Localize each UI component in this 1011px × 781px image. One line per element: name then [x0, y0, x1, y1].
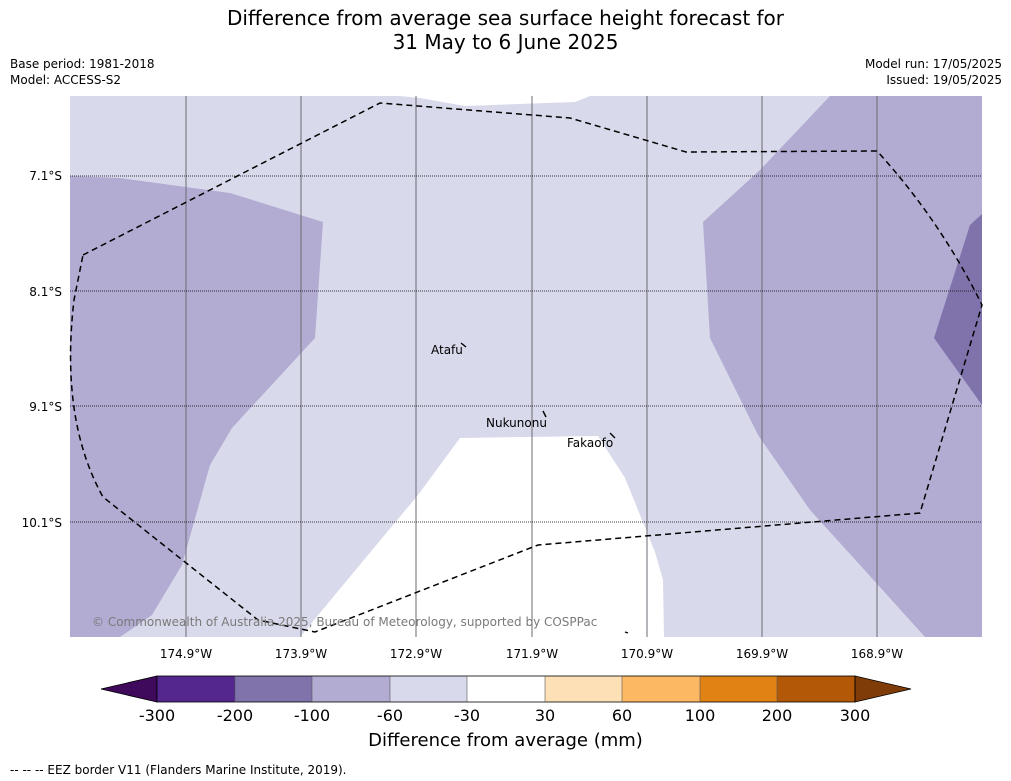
colorbar-segment-6: [545, 676, 622, 702]
place-fakaofo: Fakaofo: [567, 436, 613, 450]
colorbar-tick: -200: [216, 706, 254, 725]
model-run-text: Model run: 17/05/2025: [864, 57, 1002, 71]
colorbar-tick: 200: [761, 706, 793, 725]
base-period-text: Base period: 1981-2018: [10, 57, 155, 71]
issued-text: Issued: 19/05/2025: [886, 73, 1002, 87]
colorbar-tick: -100: [293, 706, 331, 725]
colorbar-segment-1: [157, 676, 235, 702]
colorbar-segment-4: [390, 676, 467, 702]
lon-label-173-9: 173.9°W: [274, 647, 328, 661]
copyright-text: © Commonwealth of Australia 2025, Bureau…: [92, 615, 597, 629]
colorbar-segment-2: [235, 676, 312, 702]
colorbar-tick: 300: [839, 706, 871, 725]
model-text: Model: ACCESS-S2: [10, 73, 122, 87]
colorbar-tick: 100: [684, 706, 716, 725]
lat-label-10-1: 10.1°S: [21, 516, 62, 530]
colorbar-outline: [156, 675, 856, 703]
colorbar-segment-9: [777, 676, 855, 702]
anomaly-region-right: [703, 96, 982, 637]
neutral-region-south: [300, 436, 664, 637]
lon-label-168-9: 168.9°W: [850, 647, 904, 661]
meta-right: Model run: 17/05/2025 Issued: 19/05/2025: [865, 56, 1002, 88]
map-title-line2: 31 May to 6 June 2025: [392, 30, 619, 54]
lon-label-169-9: 169.9°W: [735, 647, 789, 661]
island-nukunonu-mark: [542, 410, 547, 418]
colorbar-segment-3: [312, 676, 390, 702]
neutral-region-north: [400, 96, 590, 106]
colorbar-extend-high: [854, 675, 912, 703]
colorbar-tick: -30: [453, 706, 481, 725]
colorbar: [100, 675, 912, 703]
eez-border: [69, 102, 983, 633]
colorbar-segment-8: [700, 676, 777, 702]
island-marks: [460, 342, 629, 634]
colorbar-tick: 60: [611, 706, 633, 725]
lon-label-170-9: 170.9°W: [620, 647, 674, 661]
anomaly-region-far-right: [934, 214, 982, 405]
lon-label-174-9: 174.9°W: [159, 647, 213, 661]
meta-left: Base period: 1981-2018 Model: ACCESS-S2: [10, 56, 155, 88]
colorbar-extend-low: [100, 675, 158, 703]
colorbar-segment-5: [467, 676, 545, 702]
map-title-line1: Difference from average sea surface heig…: [226, 6, 785, 30]
island-atafu-mark: [460, 342, 467, 348]
place-atafu: Atafu: [431, 343, 463, 357]
colorbar-tick: 30: [534, 706, 556, 725]
lon-label-171-9: 171.9°W: [505, 647, 559, 661]
colorbar-tick: -60: [376, 706, 404, 725]
island-south-mark: [624, 631, 629, 634]
colorbar-title: Difference from average (mm): [368, 730, 643, 751]
lat-label-8-1: 8.1°S: [29, 285, 62, 299]
lat-label-7-1: 7.1°S: [29, 169, 62, 183]
lat-label-9-1: 9.1°S: [29, 400, 62, 414]
latitude-gridlines: [70, 175, 982, 523]
colorbar-tick: -300: [138, 706, 176, 725]
longitude-gridlines: [185, 96, 878, 637]
anomaly-region-left: [70, 176, 323, 637]
lon-label-172-9: 172.9°W: [389, 647, 443, 661]
eez-footnote: -- -- -- EEZ border V11 (Flanders Marine…: [10, 763, 347, 777]
island-fakaofo-mark: [609, 432, 616, 439]
place-nukunonu: Nukunonu: [486, 416, 547, 430]
colorbar-segment-7: [622, 676, 700, 702]
